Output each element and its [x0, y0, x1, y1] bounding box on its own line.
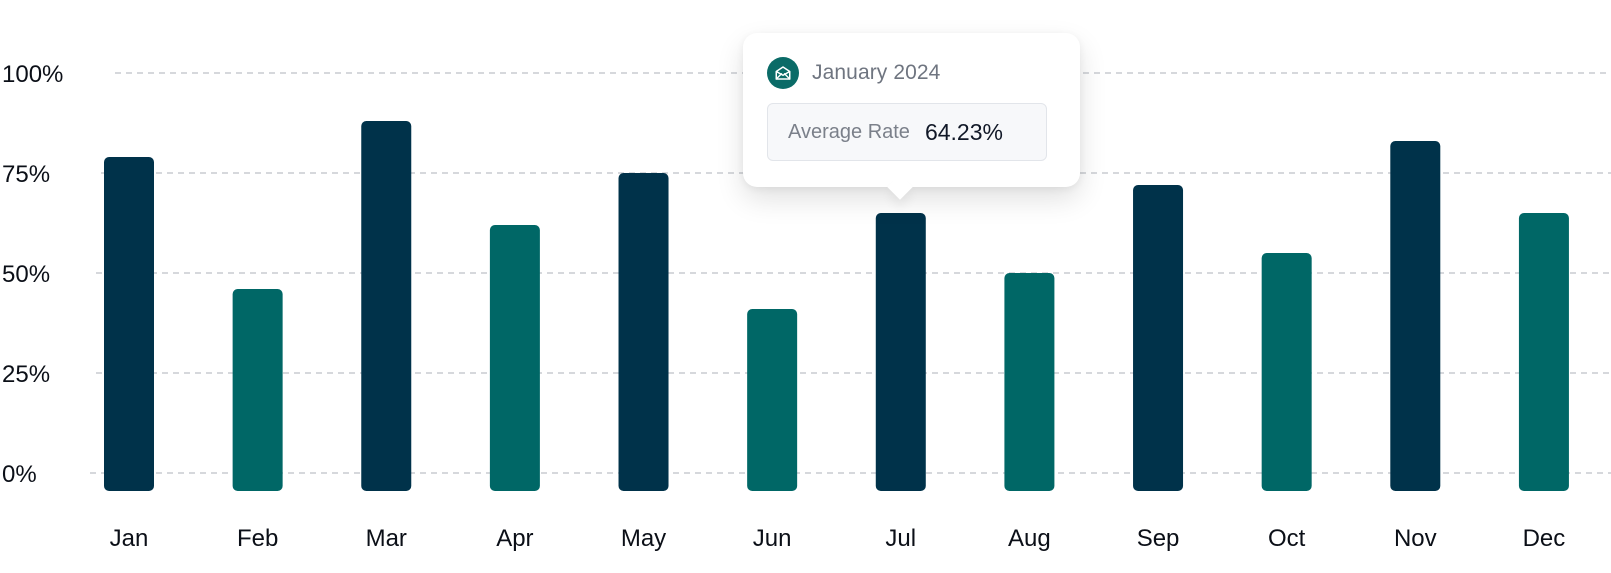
- x-tick-label: Oct: [1268, 525, 1306, 552]
- x-tick-label: May: [621, 525, 666, 552]
- x-tick-label: Jun: [753, 525, 792, 552]
- mail-open-icon: [767, 57, 799, 89]
- y-tick-label: 50%: [2, 261, 50, 288]
- x-tick-label: Jan: [110, 525, 149, 552]
- bar-jun[interactable]: [747, 309, 798, 491]
- tooltip-title: January 2024: [812, 61, 941, 84]
- tooltip-value: 64.23%: [924, 118, 1003, 145]
- bar-nov[interactable]: [1390, 141, 1441, 491]
- x-tick-label: Sep: [1137, 525, 1180, 552]
- bar-oct[interactable]: [1261, 253, 1312, 491]
- tooltip-metric: Average Rate 64.23%: [767, 103, 1047, 161]
- tooltip-header: January 2024: [767, 57, 940, 89]
- bar-dec[interactable]: [1518, 213, 1569, 491]
- bar-apr[interactable]: [489, 225, 540, 491]
- y-tick-label: 75%: [2, 161, 50, 188]
- bar-sep[interactable]: [1133, 185, 1184, 491]
- bar-aug[interactable]: [1004, 273, 1055, 491]
- x-tick-label: Nov: [1394, 525, 1437, 552]
- x-tick-label: Dec: [1523, 525, 1566, 552]
- bar-jul[interactable]: [875, 213, 926, 491]
- y-tick-label: 100%: [2, 61, 63, 88]
- bar-jan[interactable]: [104, 157, 154, 491]
- chart-tooltip: January 2024 Average Rate 64.23%: [743, 33, 1080, 187]
- x-tick-label: Aug: [1008, 525, 1051, 552]
- x-tick-label: Apr: [496, 525, 533, 552]
- bar-mar[interactable]: [361, 121, 412, 491]
- x-tick-label: Feb: [237, 525, 278, 552]
- x-tick-label: Jul: [885, 525, 916, 552]
- y-tick-label: 0%: [2, 461, 37, 488]
- bar-may[interactable]: [618, 173, 669, 491]
- bar-feb[interactable]: [232, 289, 283, 491]
- x-tick-label: Mar: [366, 525, 407, 552]
- tooltip-label: Average Rate: [788, 120, 910, 143]
- y-tick-label: 25%: [2, 361, 50, 388]
